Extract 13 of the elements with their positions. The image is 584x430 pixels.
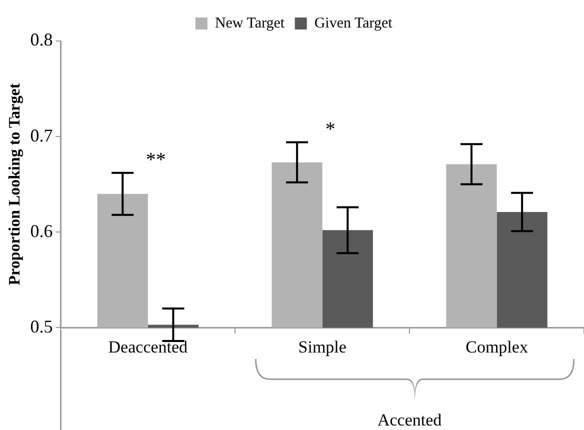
y-tick-label: 0.8 bbox=[30, 30, 53, 50]
annotation: * bbox=[325, 118, 336, 141]
y-tick-label: 0.5 bbox=[30, 316, 53, 336]
y-axis-title: Proportion Looking to Target bbox=[6, 82, 24, 286]
legend-label: Given Target bbox=[314, 15, 394, 32]
x-tick-label: Simple bbox=[298, 337, 346, 356]
text: Accented bbox=[377, 410, 442, 430]
x-tick-label: Complex bbox=[466, 337, 528, 356]
x-tick-label: Deaccented bbox=[108, 337, 188, 356]
annotation: ** bbox=[146, 149, 166, 172]
y-tick-label: 0.6 bbox=[30, 220, 53, 241]
y-tick-label: 0.7 bbox=[30, 125, 53, 146]
legend-label: New Target bbox=[214, 15, 286, 32]
